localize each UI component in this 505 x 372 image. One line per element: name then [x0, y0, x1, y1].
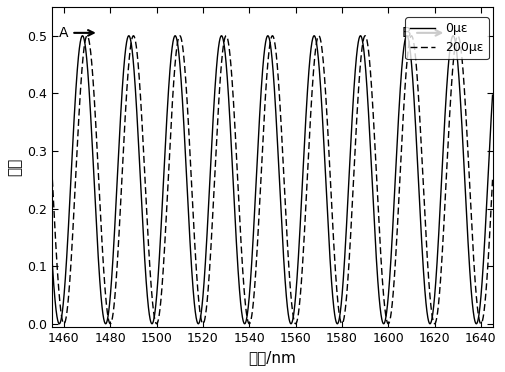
200με — [218, 71, 224, 76]
200με — [177, 33, 183, 38]
X-axis label: 波长/nm: 波长/nm — [248, 350, 296, 365]
Text: B: B — [402, 26, 441, 40]
200με — [378, 255, 384, 259]
200με — [336, 308, 342, 312]
0με — [314, 41, 320, 45]
0με — [218, 35, 224, 39]
Line: 200με: 200με — [53, 36, 492, 324]
0με — [412, 104, 418, 108]
200με — [129, 35, 135, 40]
0με — [79, 33, 85, 38]
Y-axis label: 幅値: 幅値 — [7, 158, 22, 176]
0με — [336, 319, 342, 323]
Legend: 0με, 200με: 0με, 200με — [406, 17, 489, 60]
200με — [314, 41, 320, 45]
0με — [129, 50, 135, 55]
Text: A: A — [59, 26, 93, 40]
0με — [49, 262, 56, 267]
200με — [385, 321, 391, 326]
0με — [378, 312, 384, 317]
Line: 0με: 0με — [53, 36, 492, 324]
0με — [489, 93, 495, 97]
0με — [288, 321, 294, 326]
200με — [49, 177, 56, 182]
200με — [412, 45, 418, 49]
200με — [489, 177, 495, 182]
